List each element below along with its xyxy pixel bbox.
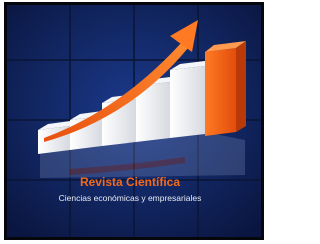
subtitle: Ciencias económicas y empresariales <box>59 193 202 203</box>
logo: Revista Científica Ciencias económicas y… <box>0 0 270 244</box>
title: Revista Científica <box>80 175 180 189</box>
